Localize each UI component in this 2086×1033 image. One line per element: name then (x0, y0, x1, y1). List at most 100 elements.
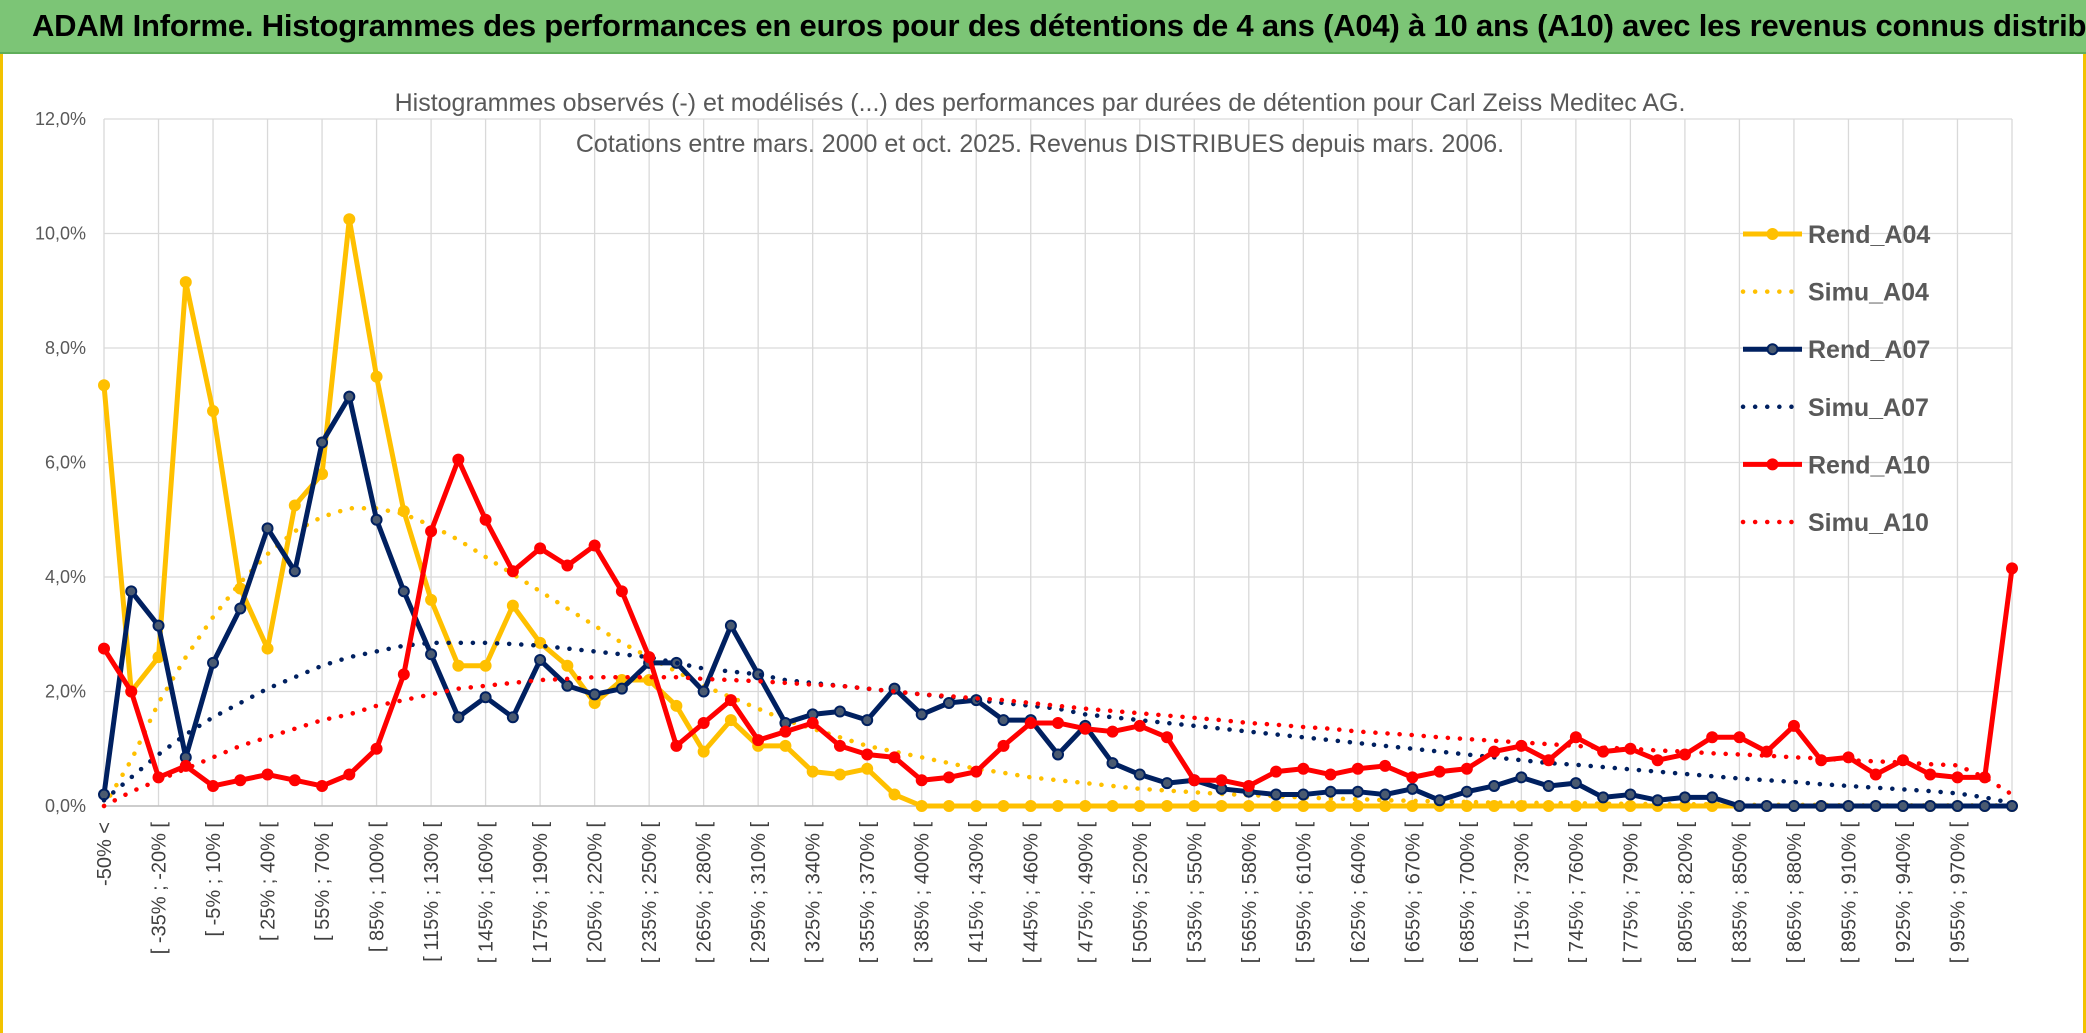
data-point (1052, 716, 1064, 729)
y-tick-label: 8,0% (45, 338, 86, 358)
series-group (98, 213, 2018, 812)
data-point (1379, 788, 1392, 801)
data-point (261, 522, 274, 535)
data-point (1896, 800, 1909, 812)
data-point (1569, 731, 1582, 744)
data-point (288, 774, 301, 787)
series-rend-a10 (98, 453, 2018, 792)
data-point (1052, 748, 1064, 761)
x-tick-label: [ 295% ; 310% [ (748, 822, 770, 964)
data-point (970, 800, 983, 812)
data-point (152, 619, 165, 632)
data-point (1433, 794, 1446, 807)
data-point (1106, 757, 1119, 770)
data-point (1706, 731, 1719, 744)
data-point (697, 685, 710, 698)
data-point (697, 745, 710, 758)
data-point (1869, 800, 1882, 812)
legend-marker (1766, 458, 1779, 471)
x-axis-ticks: -50% < [ -35% ; -20% [[ -5% ; 10% [[ 25% … (94, 822, 1969, 964)
data-point (125, 685, 138, 698)
data-point (1515, 771, 1528, 784)
series-rend-a07 (98, 390, 2018, 812)
data-point (179, 276, 192, 289)
x-tick-label: [ 115% ; 130% [ (421, 822, 443, 962)
data-point (1052, 800, 1064, 812)
x-tick-label: [ 475% ; 490% [ (1075, 822, 1097, 964)
data-point (1951, 771, 1964, 784)
series-line-simu-a10 (101, 674, 2015, 809)
data-point (1351, 762, 1364, 775)
x-tick-label: [ 565% ; 580% [ (1239, 822, 1261, 964)
data-point (997, 739, 1010, 752)
data-point (806, 716, 819, 729)
data-point (697, 716, 710, 729)
x-tick-label: [ 595% ; 610% [ (1293, 822, 1315, 964)
data-point (1787, 719, 1800, 732)
data-point (1488, 800, 1501, 812)
x-tick-label: [ 715% ; 730% [ (1511, 822, 1533, 964)
data-point (724, 619, 737, 632)
data-point (1297, 762, 1310, 775)
data-point (942, 771, 955, 784)
data-point (561, 659, 574, 672)
data-point (1842, 800, 1855, 812)
data-point (1760, 745, 1773, 758)
legend-label: Simu_A07 (1808, 394, 1929, 422)
data-point (1161, 731, 1174, 744)
y-tick-label: 0,0% (45, 796, 86, 816)
data-point (1106, 725, 1119, 738)
chart-title-line1: Histogrammes observés (-) et modélisés (… (395, 89, 1686, 117)
data-point (997, 800, 1010, 812)
data-point (370, 513, 383, 526)
x-tick-label: [ 415% ; 430% [ (966, 822, 988, 964)
data-point (316, 436, 329, 449)
data-point (1324, 768, 1337, 781)
x-tick-label: [ 235% ; 250% [ (639, 822, 661, 964)
data-point (1242, 800, 1255, 812)
data-point (261, 768, 274, 781)
data-point (561, 559, 574, 572)
x-tick-label: [ 895% ; 910% [ (1838, 822, 1860, 964)
data-point (1733, 800, 1746, 812)
data-point (1324, 800, 1337, 812)
data-point (888, 751, 901, 764)
x-tick-label: [ 85% ; 100% [ (367, 822, 389, 953)
legend-item-simu-a07: Simu_A07 (1740, 394, 1929, 422)
x-tick-label: [ -5% ; 10% [ (203, 822, 225, 937)
data-point (1924, 768, 1937, 781)
data-point (1760, 800, 1773, 812)
data-point (452, 659, 465, 672)
data-point (1951, 800, 1964, 812)
data-point (425, 593, 438, 606)
data-point (1215, 800, 1228, 812)
x-tick-label: [ 745% ; 760% [ (1566, 822, 1588, 964)
data-point (1406, 782, 1419, 795)
data-point (1433, 765, 1446, 778)
data-point (506, 711, 519, 724)
series-simu-a10 (101, 674, 2015, 809)
data-point (98, 379, 110, 392)
data-point (343, 390, 356, 403)
data-point (1024, 800, 1037, 812)
data-point (534, 542, 547, 555)
data-point (806, 765, 819, 778)
x-tick-label: [ 145% ; 160% [ (476, 822, 498, 964)
data-point (643, 651, 656, 664)
x-tick-label: [ 955% ; 970% [ (1947, 822, 1969, 964)
data-point (1542, 754, 1555, 767)
data-point (1188, 800, 1201, 812)
legend-item-rend-a10: Rend_A10 (1743, 451, 1930, 479)
y-tick-label: 2,0% (45, 682, 86, 702)
data-point (234, 774, 247, 787)
data-point (452, 453, 465, 466)
data-point (397, 585, 410, 598)
data-point (1678, 791, 1691, 804)
x-tick-label: [ 265% ; 280% [ (694, 822, 716, 964)
chart-title-line2: Cotations entre mars. 2000 et oct. 2025.… (576, 130, 1504, 158)
x-tick-label: [ 865% ; 880% [ (1784, 822, 1806, 964)
data-point (588, 539, 601, 552)
data-point (207, 656, 220, 669)
data-point (1379, 800, 1392, 812)
